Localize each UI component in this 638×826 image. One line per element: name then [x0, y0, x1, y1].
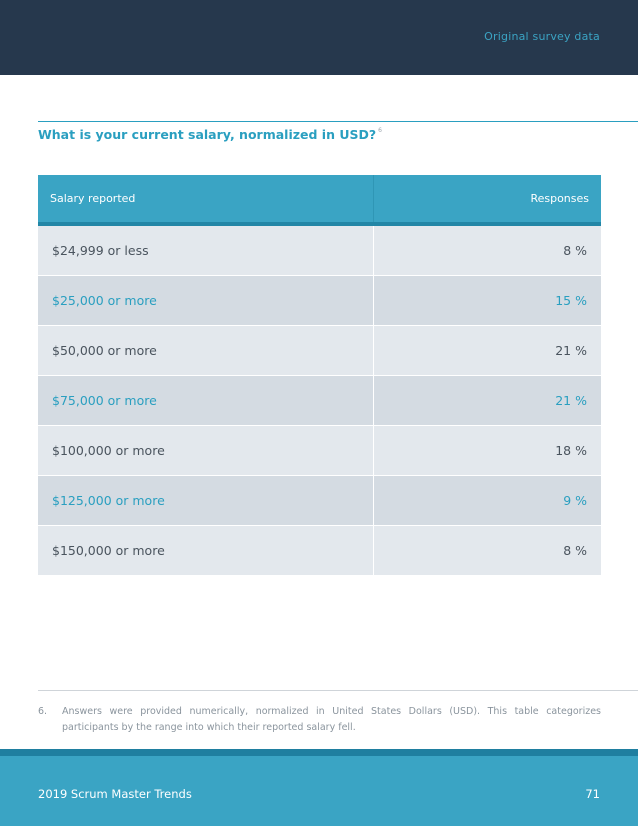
section-label: Original survey data	[484, 30, 600, 43]
footer-band: 2019 Scrum Master Trends 71	[0, 749, 638, 826]
salary-cell: $25,000 or more	[38, 275, 374, 326]
question-title-text: What is your current salary, normalized …	[38, 127, 377, 142]
page-number: 71	[585, 787, 600, 801]
header-band: Original survey data	[0, 0, 638, 75]
table-row: $50,000 or more 21 %	[38, 325, 601, 376]
salary-cell: $100,000 or more	[38, 425, 374, 476]
table-row: $25,000 or more 15 %	[38, 275, 601, 326]
column-header-responses: Responses	[373, 175, 601, 226]
footnote-ref: 6	[378, 127, 382, 134]
footnote: 6. Answers were provided numerically, no…	[38, 704, 601, 736]
table-row: $100,000 or more 18 %	[38, 425, 601, 476]
salary-cell: $75,000 or more	[38, 375, 374, 426]
table-row: $24,999 or less 8 %	[38, 224, 601, 276]
title-rule	[38, 121, 638, 122]
footnote-rule	[38, 690, 638, 691]
table-row: $125,000 or more 9 %	[38, 475, 601, 526]
responses-cell: 8 %	[373, 525, 601, 576]
footer-title: 2019 Scrum Master Trends	[38, 787, 192, 801]
table-row: $75,000 or more 21 %	[38, 375, 601, 426]
responses-cell: 15 %	[373, 275, 601, 326]
footnote-number: 6.	[38, 706, 48, 717]
footnote-text: Answers were provided numerically, norma…	[62, 706, 601, 733]
question-title: What is your current salary, normalized …	[38, 127, 382, 142]
salary-cell: $125,000 or more	[38, 475, 374, 526]
column-header-salary: Salary reported	[38, 175, 374, 226]
salary-cell: $150,000 or more	[38, 525, 374, 576]
responses-cell: 18 %	[373, 425, 601, 476]
responses-cell: 21 %	[373, 325, 601, 376]
salary-cell: $24,999 or less	[38, 224, 374, 276]
salary-table: Salary reported Responses $24,999 or les…	[38, 175, 601, 576]
responses-cell: 8 %	[373, 224, 601, 276]
responses-cell: 21 %	[373, 375, 601, 426]
salary-cell: $50,000 or more	[38, 325, 374, 376]
table-header-row: Salary reported Responses	[38, 175, 601, 226]
responses-cell: 9 %	[373, 475, 601, 526]
table-row: $150,000 or more 8 %	[38, 525, 601, 576]
